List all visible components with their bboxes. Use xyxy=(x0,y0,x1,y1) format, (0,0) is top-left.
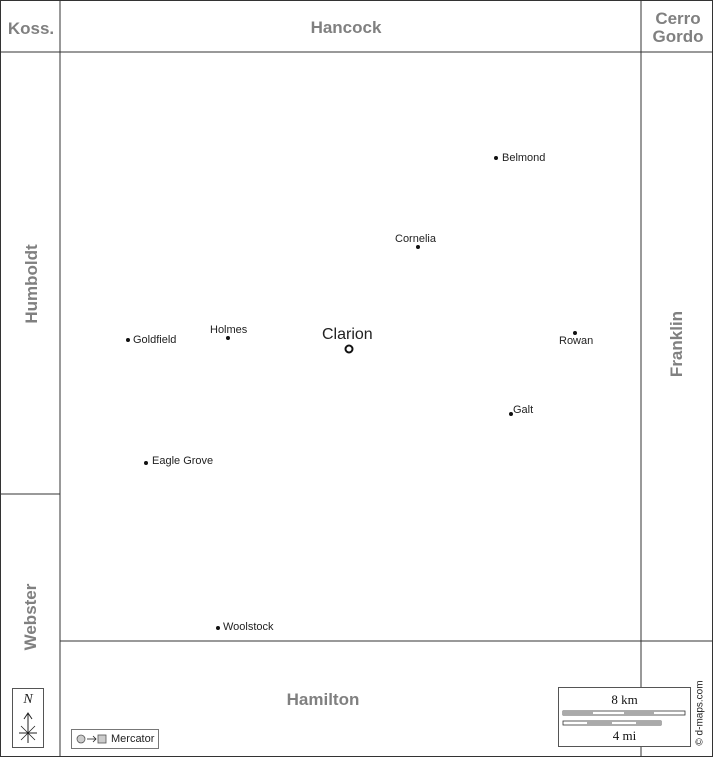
county-label-humboldt: Humboldt xyxy=(22,244,41,324)
credit-text: © d-maps.com xyxy=(694,680,706,746)
town-marker-rowan xyxy=(573,331,577,335)
town-label-goldfield: Goldfield xyxy=(133,334,177,346)
north-arrow: N xyxy=(12,688,44,748)
town-marker-eagle-grove xyxy=(144,461,148,465)
county-seat-marker xyxy=(344,344,354,354)
scale-mi-label: 4 mi xyxy=(612,728,637,743)
projection-label: Mercator xyxy=(111,733,155,745)
county-label-kossuth: Koss. xyxy=(7,19,55,38)
town-label-belmond: Belmond xyxy=(502,152,546,164)
county-label-cerro-gordo: Cerro Gordo xyxy=(653,10,704,46)
scale-km-label: 8 km xyxy=(611,692,638,707)
county-label-franklin: Franklin xyxy=(667,310,686,378)
town-label-galt: Galt xyxy=(513,404,534,416)
town-marker-galt xyxy=(509,412,513,416)
scale-bars xyxy=(562,710,686,726)
projection-icon xyxy=(76,734,107,744)
county-label-webster: Webster xyxy=(21,583,40,651)
town-marker-holmes xyxy=(226,336,230,340)
town-label-eagle-grove: Eagle Grove xyxy=(152,455,214,467)
town-marker-belmond xyxy=(494,156,498,160)
county-label-gordo: Gordo xyxy=(652,27,704,46)
town-label-woolstock: Woolstock xyxy=(223,621,274,633)
projection-legend: Mercator xyxy=(71,729,159,749)
county-label-hamilton: Hamilton xyxy=(286,690,360,709)
town-marker-woolstock xyxy=(216,626,220,630)
county-label-hancock: Hancock xyxy=(310,18,382,37)
town-label-holmes: Holmes xyxy=(210,324,248,336)
town-label-cornelia: Cornelia xyxy=(395,233,436,245)
compass-rose-icon xyxy=(19,712,37,743)
north-label: N xyxy=(23,692,33,707)
town-marker-goldfield xyxy=(126,338,130,342)
town-marker-cornelia xyxy=(416,245,420,249)
county-label-cerro: Cerro xyxy=(655,9,701,28)
town-label-rowan: Rowan xyxy=(559,335,594,347)
scale-bar: 8 km 4 mi xyxy=(558,687,691,747)
county-seat-label: Clarion xyxy=(322,326,373,343)
